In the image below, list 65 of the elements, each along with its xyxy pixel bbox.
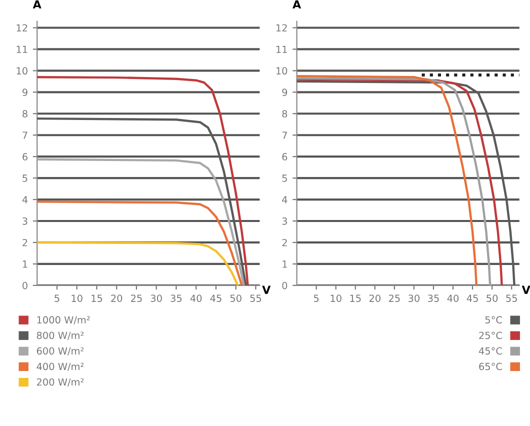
- y-tick-label: 10: [276, 67, 288, 75]
- y-tick-label: 1: [22, 260, 28, 268]
- legend-label: 5°C: [485, 316, 502, 324]
- y-tick-label: 11: [16, 46, 28, 53]
- y-tick-label: 0: [22, 282, 28, 290]
- y-tick-label: 8: [282, 110, 288, 118]
- y-tick-label: 4: [22, 196, 28, 204]
- x-tick-label: 20: [111, 294, 122, 302]
- y-tick-label: 3: [22, 217, 28, 225]
- x-tick-label: 10: [72, 294, 82, 302]
- x-tick-label: 50: [230, 294, 242, 302]
- y-tick-label: 2: [282, 238, 287, 246]
- y-axis-title: A: [292, 0, 302, 8]
- x-tick-label: 40: [447, 294, 459, 302]
- x-tick-label: 50: [486, 294, 498, 302]
- x-tick-label: 10: [330, 294, 342, 302]
- line-series: [37, 241, 239, 286]
- y-tick-label: 9: [282, 88, 288, 96]
- legend-label: 400 W/m²: [36, 362, 84, 371]
- y-tick-label: 11: [276, 46, 287, 53]
- x-tick-label: 15: [350, 294, 361, 302]
- y-tick-label: 1: [282, 260, 287, 268]
- y-axis-title: A: [32, 0, 42, 8]
- legend-label: 200 W/m²: [36, 378, 84, 386]
- line-series: [37, 200, 243, 286]
- y-tick-label: 7: [282, 132, 287, 139]
- x-tick-label: 5: [314, 294, 319, 302]
- x-axis-title: V: [262, 286, 271, 294]
- y-tick-label: 4: [282, 196, 288, 204]
- y-tick-label: 8: [22, 110, 28, 118]
- y-tick-label: 3: [282, 217, 287, 225]
- legend-label: 65°C: [479, 362, 502, 370]
- legend-label: 1000 W/m²: [37, 316, 90, 324]
- y-tick-label: 6: [22, 153, 28, 160]
- y-tick-label: 2: [22, 238, 28, 246]
- legend-label: 45°C: [478, 347, 502, 355]
- legend-label: 800 W/m²: [36, 332, 84, 340]
- x-tick-label: 30: [150, 294, 162, 302]
- x-tick-label: 55: [506, 294, 517, 302]
- x-tick-label: 25: [388, 294, 400, 302]
- y-tick-label: 7: [22, 132, 28, 139]
- x-tick-label: 5: [54, 294, 60, 302]
- x-tick-label: 55: [250, 294, 262, 302]
- x-tick-label: 35: [428, 294, 439, 302]
- x-tick-label: 35: [170, 294, 182, 302]
- legend-label: 25°C: [479, 332, 502, 340]
- x-axis-title: V: [522, 286, 530, 294]
- x-tick-label: 40: [190, 294, 202, 302]
- y-tick-label: 12: [276, 24, 287, 32]
- y-tick-label: 0: [282, 282, 288, 290]
- y-tick-label: 5: [22, 174, 28, 182]
- x-tick-label: 25: [131, 294, 142, 302]
- x-tick-label: 15: [92, 294, 102, 302]
- x-tick-label: 30: [408, 294, 420, 302]
- legend-label: 600 W/m²: [36, 347, 84, 356]
- y-tick-label: 5: [282, 174, 287, 182]
- x-tick-label: 20: [369, 294, 380, 302]
- y-tick-label: 12: [16, 24, 28, 32]
- y-tick-label: 6: [282, 153, 288, 160]
- line-series: [37, 76, 249, 286]
- x-tick-label: 45: [210, 294, 222, 302]
- y-tick-label: 9: [22, 88, 28, 96]
- line-series: [37, 158, 245, 286]
- y-tick-label: 10: [16, 67, 28, 75]
- x-tick-label: 45: [466, 294, 478, 302]
